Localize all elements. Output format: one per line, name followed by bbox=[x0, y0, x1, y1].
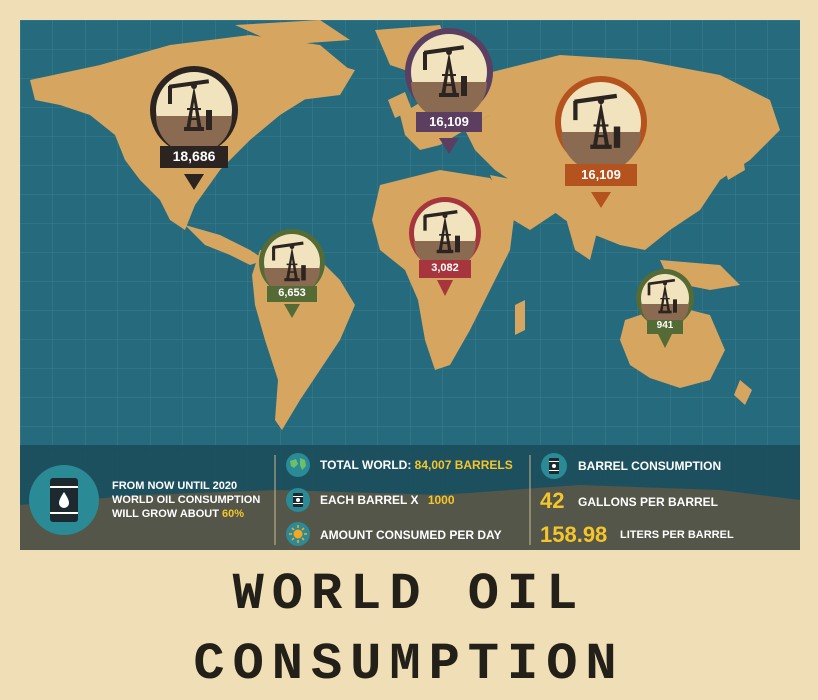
total-world-label: TOTAL WORLD: bbox=[320, 458, 412, 472]
growth-line-1: FROM NOW UNTIL 2020 bbox=[112, 480, 238, 492]
marker-asia[interactable]: 16,109 bbox=[553, 74, 649, 214]
growth-line-3: WILL GROW ABOUT 60% bbox=[112, 508, 244, 520]
liters-value: 158.98 bbox=[540, 522, 608, 547]
marker-value: 6,653 bbox=[278, 287, 306, 299]
gallons-label: GALLONS PER BARREL bbox=[578, 495, 719, 509]
marker-australia[interactable]: 941 bbox=[635, 268, 695, 352]
growth-line-2: WORLD OIL CONSUMPTION bbox=[112, 494, 261, 506]
marker-value: 16,109 bbox=[581, 167, 621, 182]
growth-percent: 60% bbox=[222, 508, 245, 520]
each-barrel-label: EACH BARREL X bbox=[320, 493, 419, 507]
marker-value: 16,109 bbox=[429, 114, 469, 129]
globe-icon bbox=[286, 453, 310, 477]
marker-value: 18,686 bbox=[172, 148, 216, 164]
marker-europe[interactable]: 16,109 bbox=[404, 26, 494, 158]
amount-per-day: AMOUNT CONSUMED PER DAY bbox=[320, 528, 502, 542]
marker-africa[interactable]: 3,082 bbox=[407, 196, 483, 300]
marker-value: 941 bbox=[656, 320, 674, 331]
sun-icon bbox=[286, 522, 310, 546]
oil-barrel-icon bbox=[286, 488, 310, 512]
gallons-value: 42 bbox=[540, 488, 565, 513]
page-title: WORLD OIL CONSUMPTION bbox=[193, 565, 625, 694]
growth-line-3-text: WILL GROW ABOUT bbox=[112, 508, 219, 520]
marker-value: 3,082 bbox=[431, 262, 459, 274]
oil-barrel-icon bbox=[29, 465, 99, 535]
each-barrel: EACH BARREL X 1000 bbox=[320, 493, 455, 507]
infographic-frame: 18,686 16,109 16,109 bbox=[20, 20, 800, 694]
oil-barrel-icon bbox=[541, 453, 567, 479]
each-barrel-value: 1000 bbox=[427, 493, 455, 507]
total-world-value: 84,007 BARRELS bbox=[414, 458, 513, 472]
liters-label: LITERS PER BARREL bbox=[620, 529, 734, 541]
total-world: TOTAL WORLD: 84,007 BARRELS bbox=[320, 458, 513, 472]
barrel-consumption-label: BARREL CONSUMPTION bbox=[578, 459, 722, 473]
info-panel bbox=[20, 445, 800, 550]
marker-south-america[interactable]: 6,653 bbox=[257, 228, 327, 322]
marker-north-america[interactable]: 18,686 bbox=[148, 64, 240, 194]
